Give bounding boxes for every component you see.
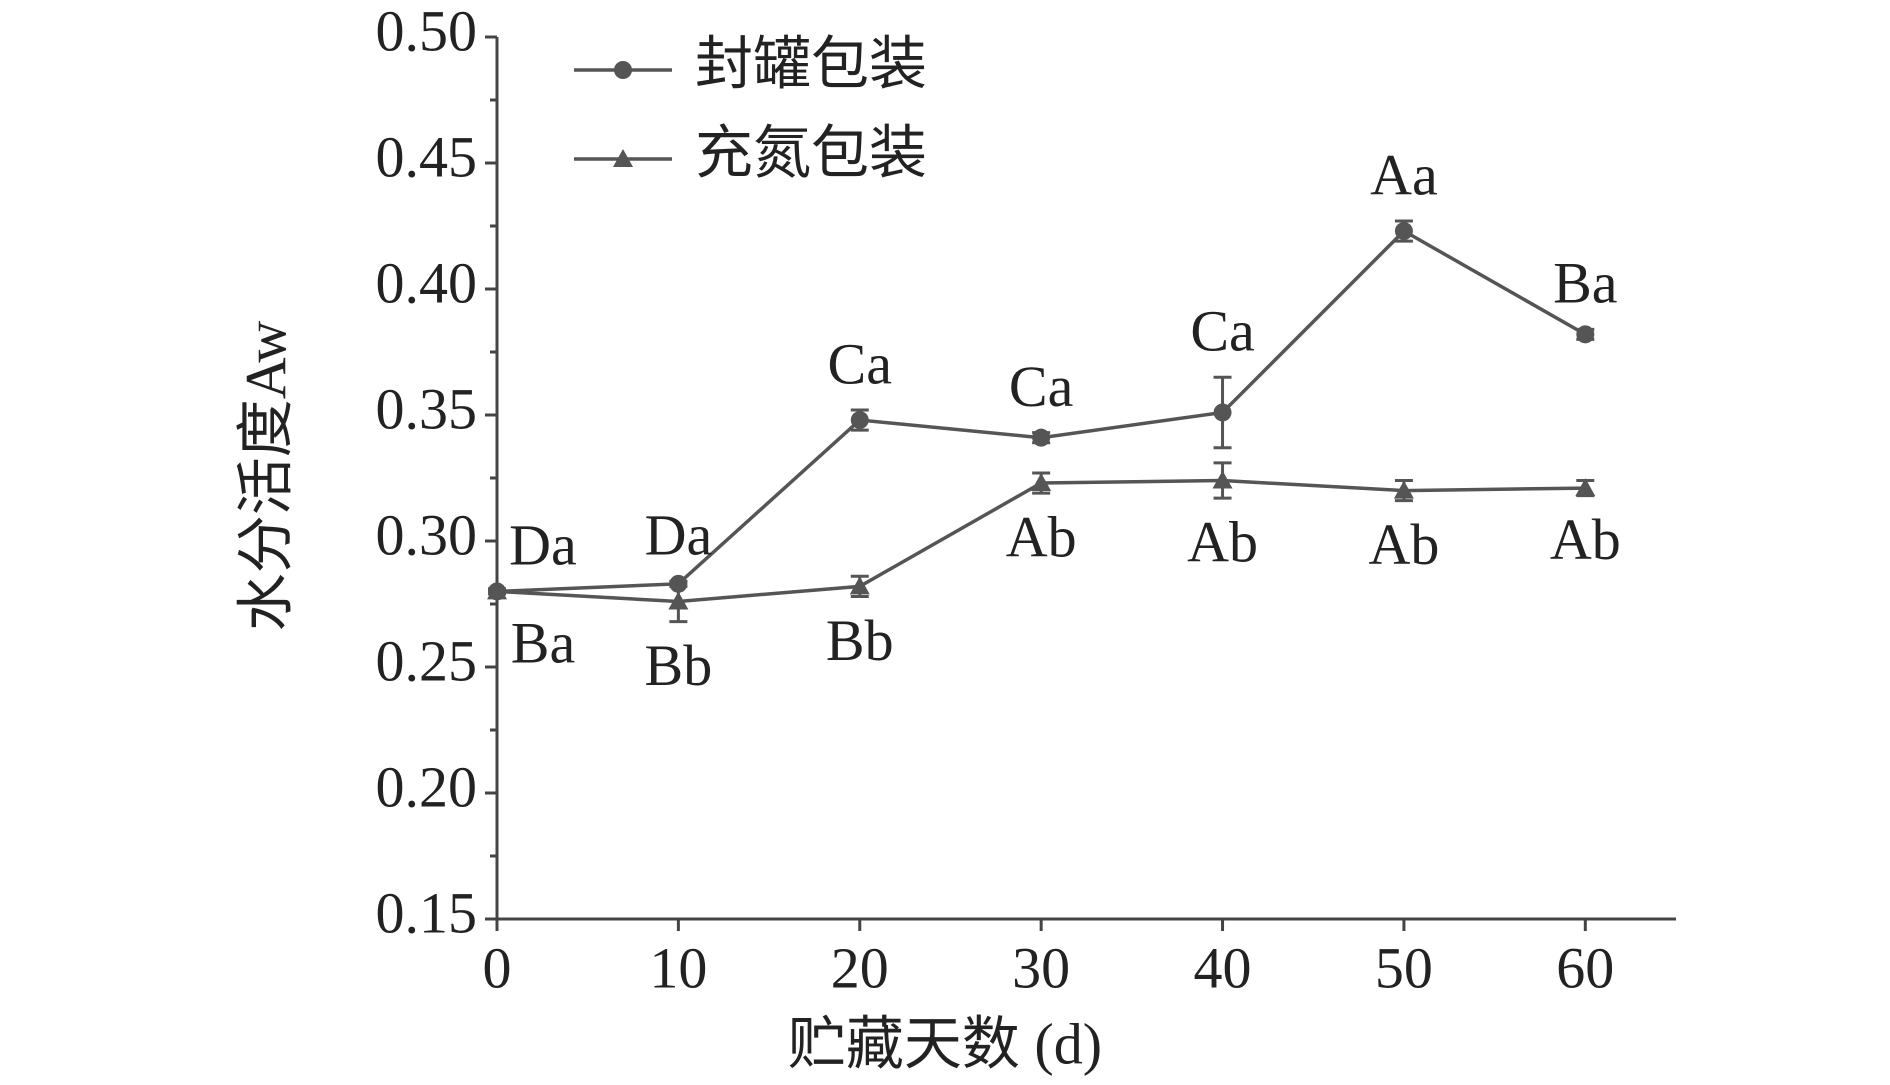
x-tick-label: 60: [1556, 935, 1614, 1000]
data-point: [850, 411, 869, 430]
y-tick-label: 0.40: [376, 250, 478, 315]
legend-label: 封罐包装: [695, 31, 927, 96]
data-label: Ba: [1553, 251, 1617, 316]
data-point: [487, 581, 507, 600]
x-tick-label: 10: [649, 935, 707, 1000]
data-label: Ab: [1368, 512, 1439, 577]
data-point: [849, 576, 870, 595]
legend-label: 充氮包装: [695, 120, 927, 185]
data-label: Aa: [1370, 142, 1438, 207]
y-tick-label: 0.45: [376, 124, 478, 189]
data-label: Ab: [1187, 509, 1258, 574]
x-tick-label: 20: [831, 935, 889, 1000]
data-label: Da: [645, 503, 713, 568]
y-tick-label: 0.35: [376, 376, 478, 441]
data-point: [1212, 470, 1233, 489]
data-label: Ab: [1006, 504, 1077, 569]
data-point: [1213, 403, 1232, 422]
data-label: Bb: [826, 608, 894, 673]
x-tick-label: 50: [1375, 935, 1433, 1000]
data-point: [1394, 222, 1413, 241]
data-point: [1393, 480, 1414, 499]
y-tick-label: 0.20: [376, 754, 478, 819]
data-label: Ba: [511, 611, 575, 676]
data-label: Bb: [645, 633, 713, 698]
data-point: [668, 591, 689, 610]
x-axis-label: 贮藏天数 (d): [788, 1011, 1102, 1076]
data-label: Da: [509, 513, 577, 578]
y-tick-label: 0.50: [376, 0, 478, 63]
y-tick-label: 0.30: [376, 502, 478, 567]
data-point: [1031, 473, 1052, 492]
data-point: [1032, 428, 1051, 447]
legend-marker: [613, 149, 633, 167]
legend-marker: [614, 61, 632, 79]
data-label: Ca: [1009, 354, 1073, 419]
data-label: Ca: [1190, 299, 1254, 364]
x-tick-label: 40: [1194, 935, 1252, 1000]
x-tick-label: 0: [483, 935, 512, 1000]
data-point: [1575, 478, 1596, 497]
data-point: [1576, 325, 1595, 344]
x-tick-label: 30: [1012, 935, 1070, 1000]
y-axis-label: 水分活度Aw: [233, 321, 298, 632]
y-tick-label: 0.25: [376, 628, 478, 693]
data-label: Ab: [1550, 507, 1621, 572]
y-tick-label: 0.15: [376, 880, 478, 945]
data-label: Ca: [828, 331, 892, 396]
